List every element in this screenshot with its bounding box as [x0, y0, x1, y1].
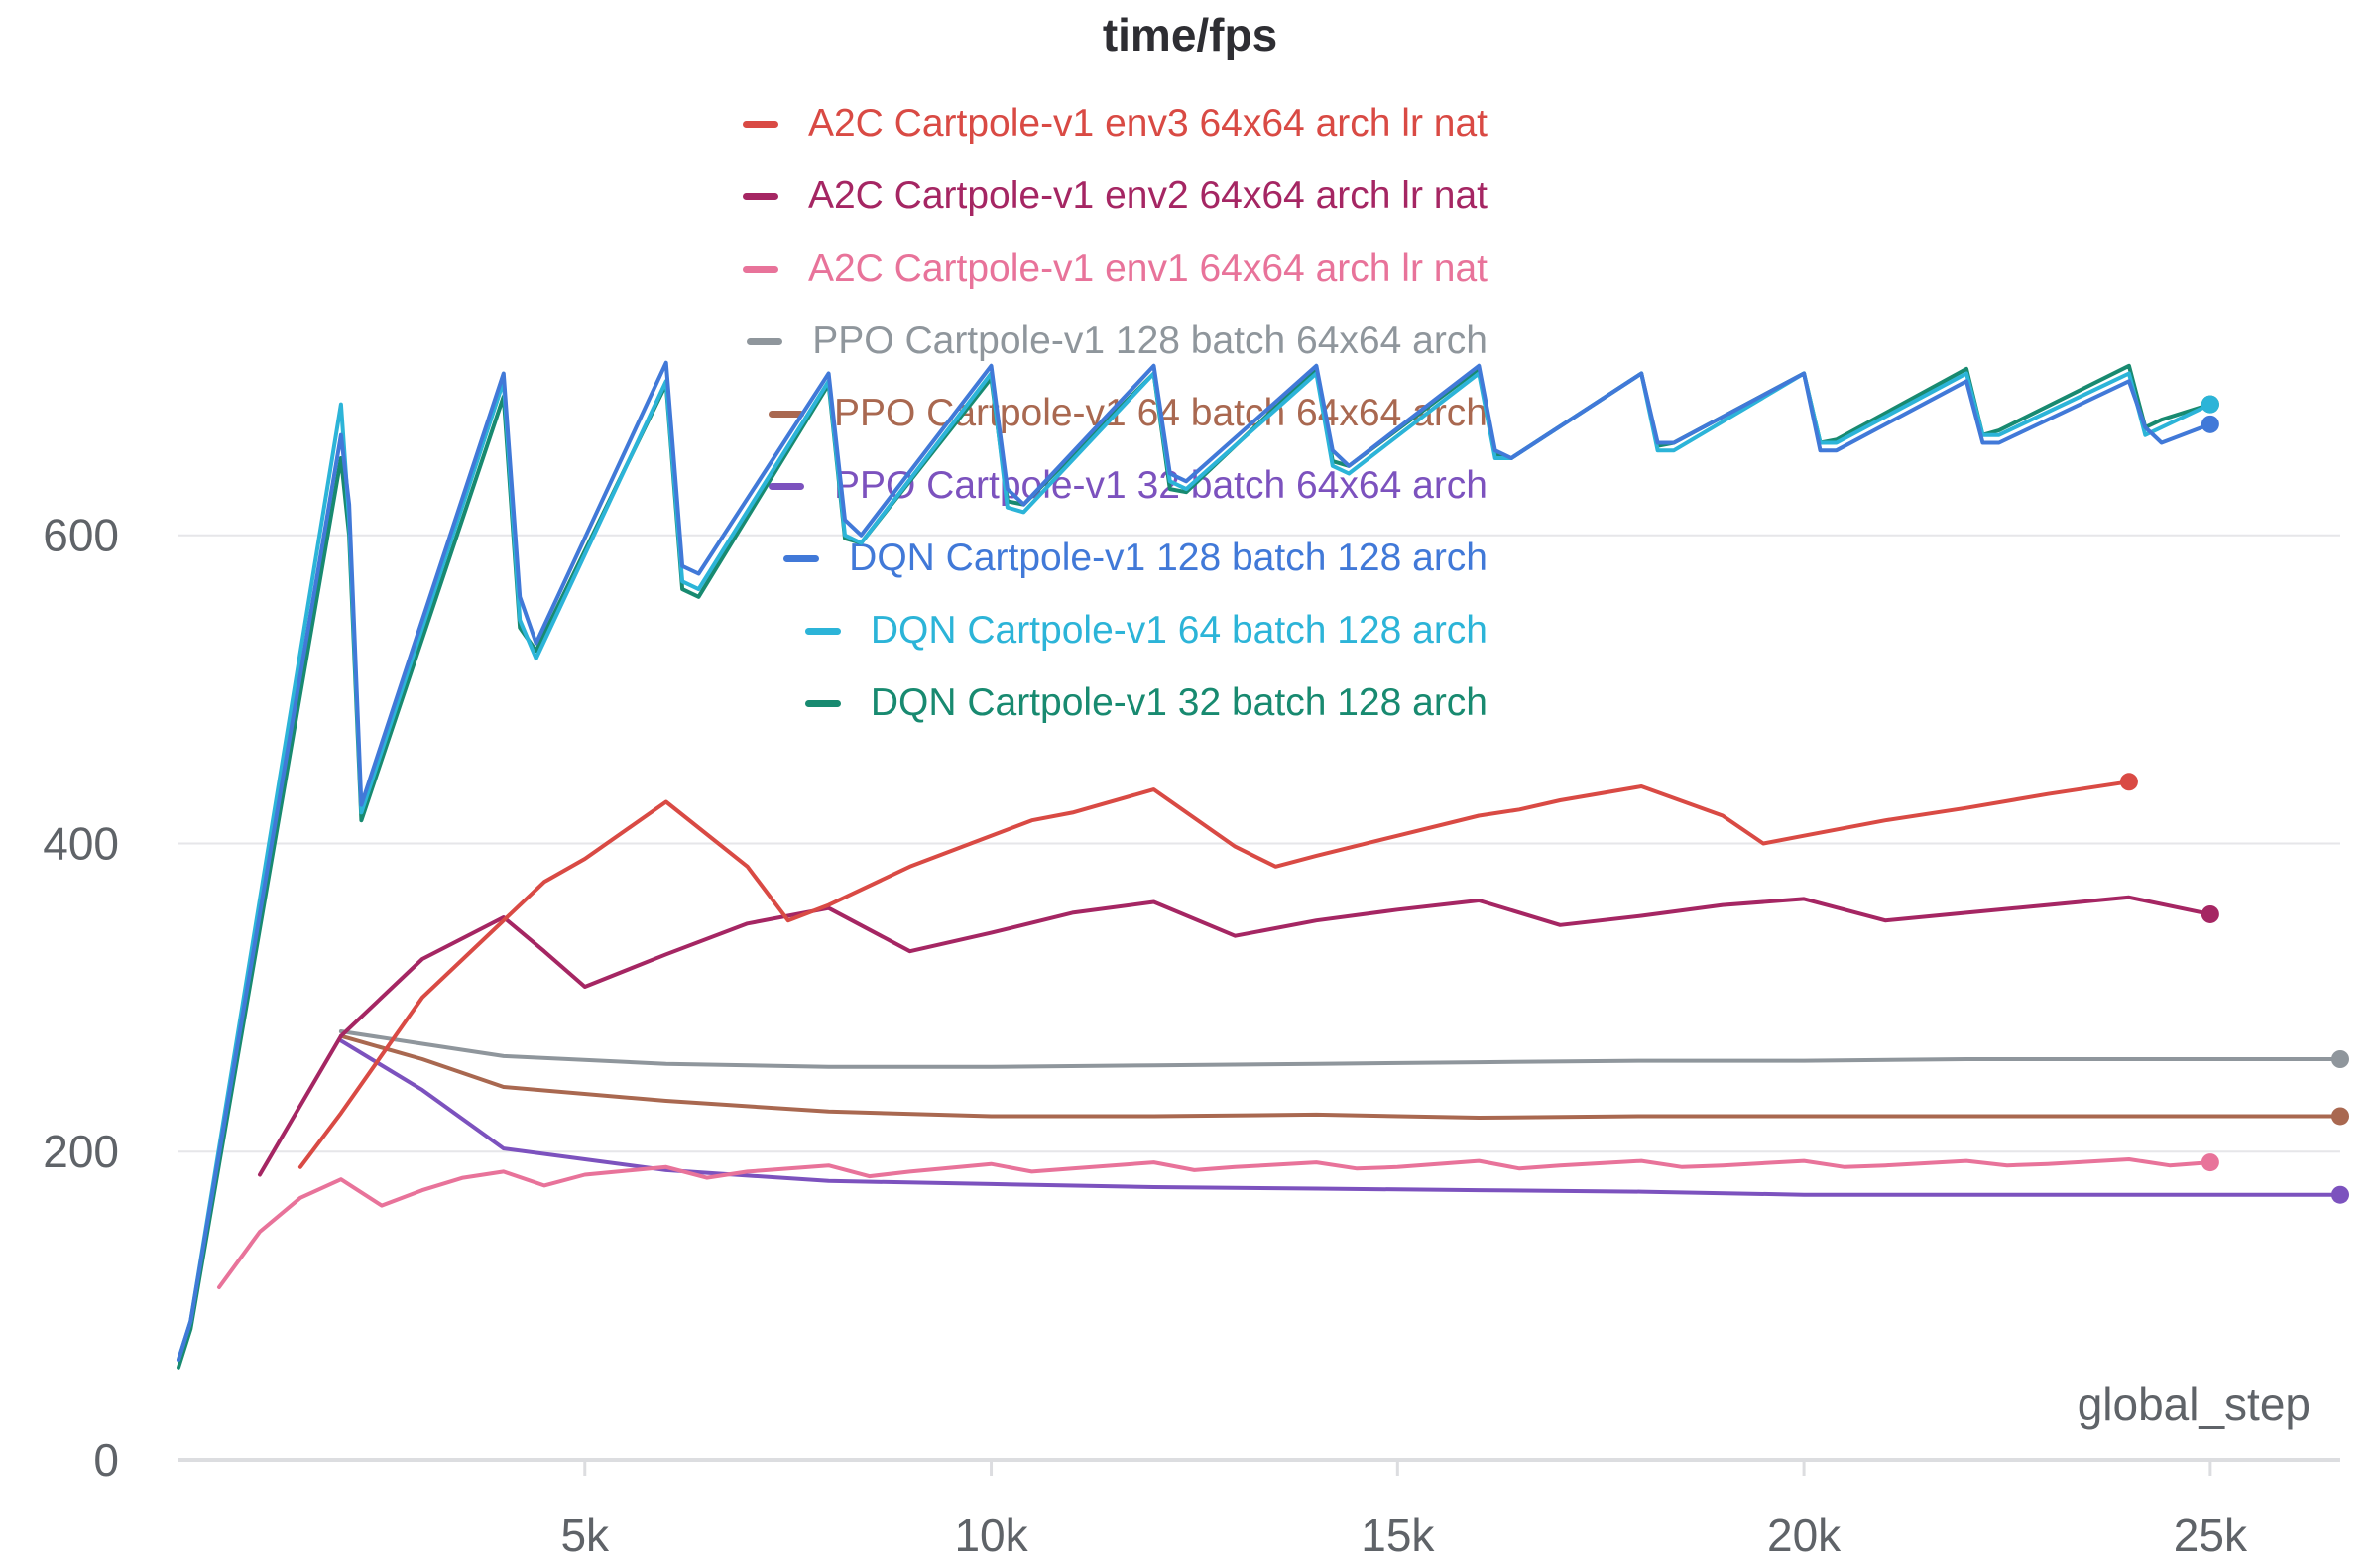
series-layer [177, 360, 2349, 1370]
legend-swatch [742, 120, 778, 128]
legend-swatch [804, 627, 841, 635]
legend-item-6[interactable]: PPO Cartpole-v1 32 batch 64x64 arch [768, 456, 1488, 516]
legend-label: DQN Cartpole-v1 128 batch 128 arch [849, 537, 1488, 579]
y-tick-label: 400 [43, 817, 119, 869]
legend-item-9[interactable]: DQN Cartpole-v1 32 batch 128 arch [804, 673, 1488, 733]
series-line-5[interactable] [338, 1033, 2342, 1120]
axis-layer: 0 200 400 600 5k 10k 15k 20k 25k [43, 510, 2340, 1559]
legend-label: A2C Cartpole-v1 env2 64x64 arch lr nat [807, 175, 1488, 217]
legend-label: DQN Cartpole-v1 64 batch 128 arch [870, 609, 1488, 652]
legend-swatch [768, 410, 804, 418]
series-end-marker-8 [2201, 395, 2219, 414]
series-line-2[interactable] [258, 895, 2212, 1177]
legend-label: A2C Cartpole-v1 env3 64x64 arch lr nat [807, 102, 1488, 145]
x-axis-label: global_step [2078, 1379, 2311, 1430]
series-line-6[interactable] [338, 1038, 2342, 1197]
series-end-marker-2 [2201, 904, 2219, 923]
series-end-marker-4 [2331, 1050, 2349, 1068]
legend-swatch [742, 192, 778, 200]
y-tick-label: 200 [43, 1126, 119, 1177]
series-line-7[interactable] [177, 360, 2212, 1362]
x-tick-label: 20k [1767, 1509, 1842, 1559]
x-tick-label: 15k [1361, 1509, 1435, 1559]
series-end-marker-7 [2201, 415, 2219, 433]
legend-item-8[interactable]: DQN Cartpole-v1 64 batch 128 arch [804, 601, 1488, 660]
legend-swatch [783, 554, 820, 562]
series-end-marker-5 [2331, 1107, 2349, 1126]
legend-item-2[interactable]: A2C Cartpole-v1 env2 64x64 arch lr nat [742, 167, 1488, 226]
legend-swatch [768, 482, 804, 490]
x-tick-label: 10k [954, 1509, 1028, 1559]
legend-item-7[interactable]: DQN Cartpole-v1 128 batch 128 arch [783, 529, 1488, 588]
legend-item-1[interactable]: A2C Cartpole-v1 env3 64x64 arch lr nat [742, 94, 1488, 154]
y-tick-label: 0 [93, 1434, 119, 1486]
series-line-9[interactable] [177, 363, 2212, 1370]
series-end-marker-1 [2119, 773, 2138, 791]
y-tick-label: 600 [43, 510, 119, 561]
series-line-4[interactable] [338, 1029, 2342, 1069]
series-line-1[interactable] [298, 780, 2131, 1169]
series-line-8[interactable] [177, 371, 2212, 1362]
legend-item-4[interactable]: PPO Cartpole-v1 128 batch 64x64 arch [747, 311, 1488, 371]
x-tick-label: 25k [2174, 1509, 2248, 1559]
legend-swatch [742, 265, 778, 273]
legend-label: PPO Cartpole-v1 32 batch 64x64 arch [833, 464, 1488, 507]
legend-swatch [747, 337, 783, 345]
legend-label: PPO Cartpole-v1 128 batch 64x64 arch [812, 319, 1488, 362]
legend-swatch [804, 699, 841, 707]
series-line-3[interactable] [217, 1157, 2212, 1289]
legend-item-3[interactable]: A2C Cartpole-v1 env1 64x64 arch lr nat [742, 239, 1488, 299]
chart-title: time/fps [1102, 9, 1278, 60]
legend-label: A2C Cartpole-v1 env1 64x64 arch lr nat [807, 247, 1488, 290]
legend-label: DQN Cartpole-v1 32 batch 128 arch [870, 681, 1488, 724]
series-end-marker-3 [2201, 1153, 2219, 1172]
series-end-marker-6 [2331, 1185, 2349, 1204]
x-tick-label: 5k [560, 1509, 610, 1559]
